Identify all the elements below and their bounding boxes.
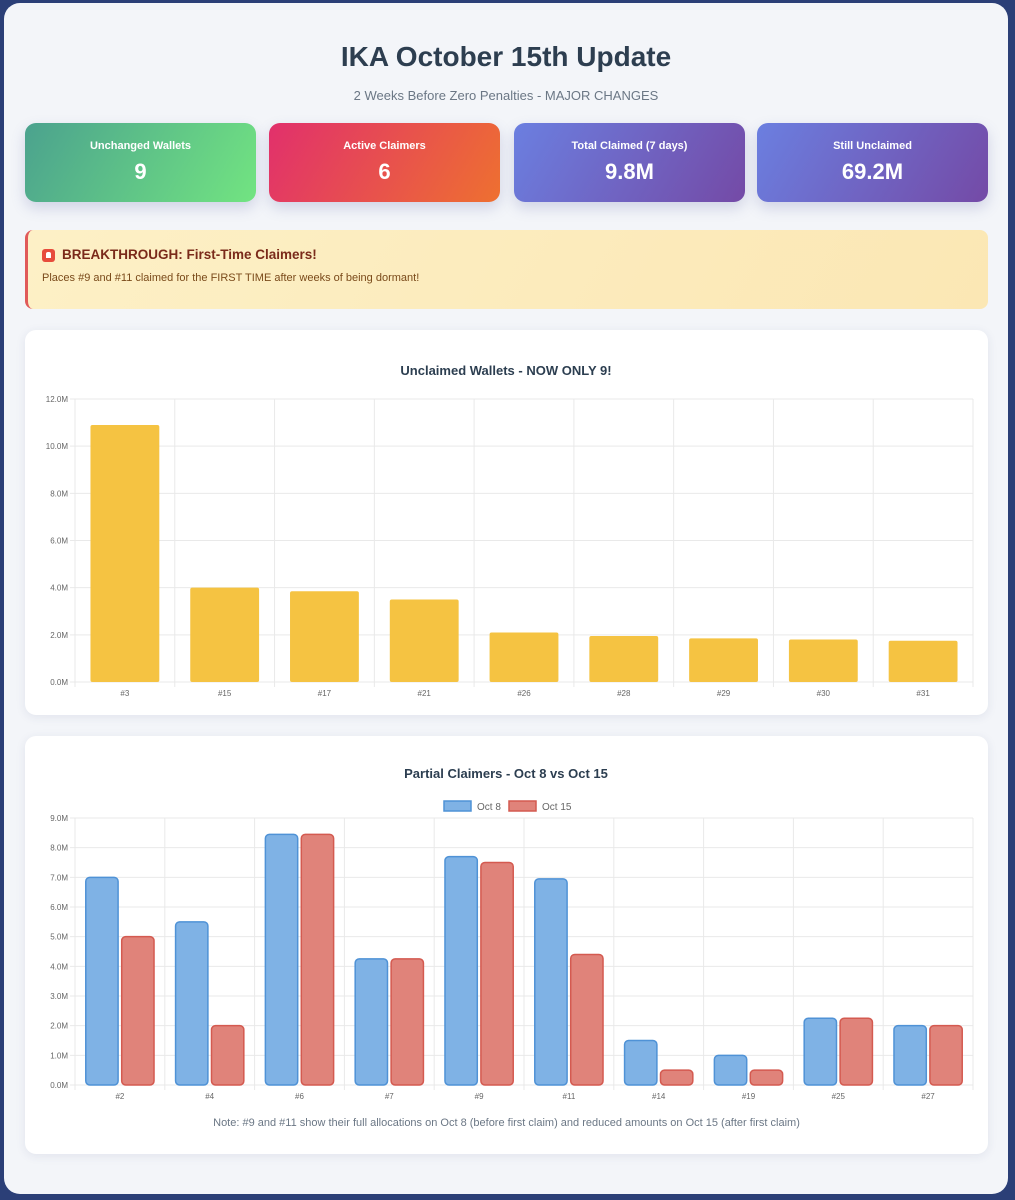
y-tick-label: 1.0M: [50, 1051, 68, 1060]
chart-note: Note: #9 and #11 show their full allocat…: [213, 1117, 800, 1129]
chart-title: Partial Claimers - Oct 8 vs Oct 15: [404, 766, 608, 781]
bar-25-oct-15: [839, 1017, 874, 1086]
bar-27-oct-8: [893, 1024, 928, 1086]
stat-value: 69.2M: [841, 159, 904, 184]
siren-icon: [42, 249, 55, 262]
chart-title: Unclaimed Wallets - NOW ONLY 9!: [400, 363, 611, 378]
stat-value: 9: [134, 159, 147, 184]
stat-card-still-unclaimed: Still Unclaimed 69.2M: [757, 123, 988, 202]
alert-text: Places #9 and #11 claimed for the FIRST …: [42, 272, 420, 284]
y-tick-label: 6.0M: [50, 903, 68, 912]
bar-4-oct-8: [174, 921, 209, 1086]
stat-label: Unchanged Wallets: [89, 140, 192, 152]
y-tick-label: 4.0M: [50, 962, 68, 971]
alert-title: BREAKTHROUGH: First-Time Claimers!: [62, 247, 317, 262]
bar-30: [788, 639, 858, 682]
legend-label: Oct 8: [477, 802, 501, 813]
partial-claimers-chart: Partial Claimers - Oct 8 vs Oct 15 0.0M 1.…: [50, 766, 974, 1101]
bar-17: [290, 591, 359, 682]
unclaimed-wallets-panel: Unclaimed Wallets - NOW ONLY 9! 0.0M 2.0M 4…: [25, 330, 988, 715]
stat-label: Active Claimers: [343, 140, 426, 152]
bar-4-oct-15: [210, 1024, 245, 1086]
stat-card-unchanged-wallets: Unchanged Wallets 9: [25, 123, 256, 202]
stat-label: Total Claimed (7 days): [571, 140, 688, 152]
stat-value: 6: [378, 159, 391, 184]
x-tick-label: #31: [916, 689, 930, 698]
dashboard-page: IKA October 15th Update 2 Weeks Before Z…: [4, 3, 1008, 1194]
x-tick-label: #6: [295, 1092, 304, 1101]
y-tick-label: 4.0M: [50, 584, 68, 593]
breakthrough-alert: BREAKTHROUGH: First-Time Claimers! Place…: [25, 230, 988, 309]
bar-25-oct-8: [803, 1017, 838, 1086]
partial-claimers-panel: Partial Claimers - Oct 8 vs Oct 15 0.0M 1.…: [25, 736, 988, 1154]
y-tick-label: 0.0M: [50, 678, 68, 687]
bar-31: [888, 640, 958, 682]
y-tick-label: 2.0M: [50, 631, 68, 640]
bar-26: [489, 632, 559, 682]
y-tick-label: 8.0M: [50, 844, 68, 853]
bar-7-oct-15: [390, 958, 425, 1086]
bar-19-oct-8: [713, 1054, 748, 1086]
bar-28: [589, 636, 659, 682]
x-tick-label: #9: [475, 1092, 484, 1101]
x-tick-label: #25: [832, 1092, 846, 1101]
x-tick-label: #26: [517, 689, 531, 698]
bar-9-oct-8: [444, 855, 479, 1086]
unclaimed-wallets-chart: Unclaimed Wallets - NOW ONLY 9! 0.0M 2.0M 4…: [46, 363, 974, 698]
x-tick-label: #14: [652, 1092, 666, 1101]
bar-2-oct-15: [120, 935, 155, 1086]
bar-19-oct-15: [749, 1069, 784, 1086]
x-tick-label: #7: [385, 1092, 394, 1101]
y-tick-label: 6.0M: [50, 537, 68, 546]
stat-value: 9.8M: [605, 159, 654, 184]
bar-2-oct-8: [85, 876, 119, 1086]
legend-swatch-oct-15: [508, 800, 537, 812]
x-tick-label: #4: [205, 1092, 214, 1101]
x-tick-label: #27: [921, 1092, 935, 1101]
bar-6-oct-8: [264, 833, 299, 1086]
y-tick-label: 8.0M: [50, 489, 68, 498]
y-tick-label: 7.0M: [50, 873, 68, 882]
bar-27-oct-15: [929, 1024, 963, 1086]
x-tick-label: #28: [617, 689, 631, 698]
x-tick-label: #3: [120, 689, 129, 698]
y-tick-label: 5.0M: [50, 933, 68, 942]
bar-29: [689, 638, 758, 682]
bar-11-oct-15: [569, 953, 604, 1086]
bar-11-oct-8: [534, 878, 568, 1086]
stat-card-total-claimed: Total Claimed (7 days) 9.8M: [514, 123, 745, 202]
page-title: IKA October 15th Update: [340, 41, 672, 72]
bar-9-oct-15: [480, 861, 514, 1086]
x-tick-label: #29: [717, 689, 731, 698]
x-tick-label: #19: [742, 1092, 756, 1101]
stat-label: Still Unclaimed: [833, 140, 912, 152]
y-tick-label: 12.0M: [46, 395, 69, 404]
bar-6-oct-15: [300, 833, 335, 1086]
y-tick-label: 3.0M: [50, 992, 68, 1001]
x-tick-label: #2: [115, 1092, 124, 1101]
stat-card-active-claimers: Active Claimers 6: [269, 123, 500, 202]
bar-14-oct-8: [623, 1039, 658, 1086]
legend-label: Oct 15: [542, 802, 572, 813]
legend-swatch-oct-8: [443, 800, 472, 812]
bar-15: [190, 587, 260, 682]
y-tick-label: 9.0M: [50, 814, 68, 823]
bar-7-oct-8: [354, 958, 389, 1086]
bar-21: [389, 599, 459, 682]
x-tick-label: #11: [563, 1092, 576, 1101]
x-tick-label: #21: [418, 689, 432, 698]
y-tick-label: 0.0M: [50, 1081, 68, 1090]
x-tick-label: #17: [318, 689, 332, 698]
bar-3: [90, 424, 160, 682]
page-subtitle: 2 Weeks Before Zero Penalties - MAJOR CH…: [353, 88, 659, 103]
y-tick-label: 2.0M: [50, 1022, 68, 1031]
y-tick-label: 10.0M: [46, 442, 69, 451]
x-tick-label: #30: [817, 689, 831, 698]
bar-14-oct-15: [659, 1069, 694, 1086]
x-tick-label: #15: [218, 689, 232, 698]
